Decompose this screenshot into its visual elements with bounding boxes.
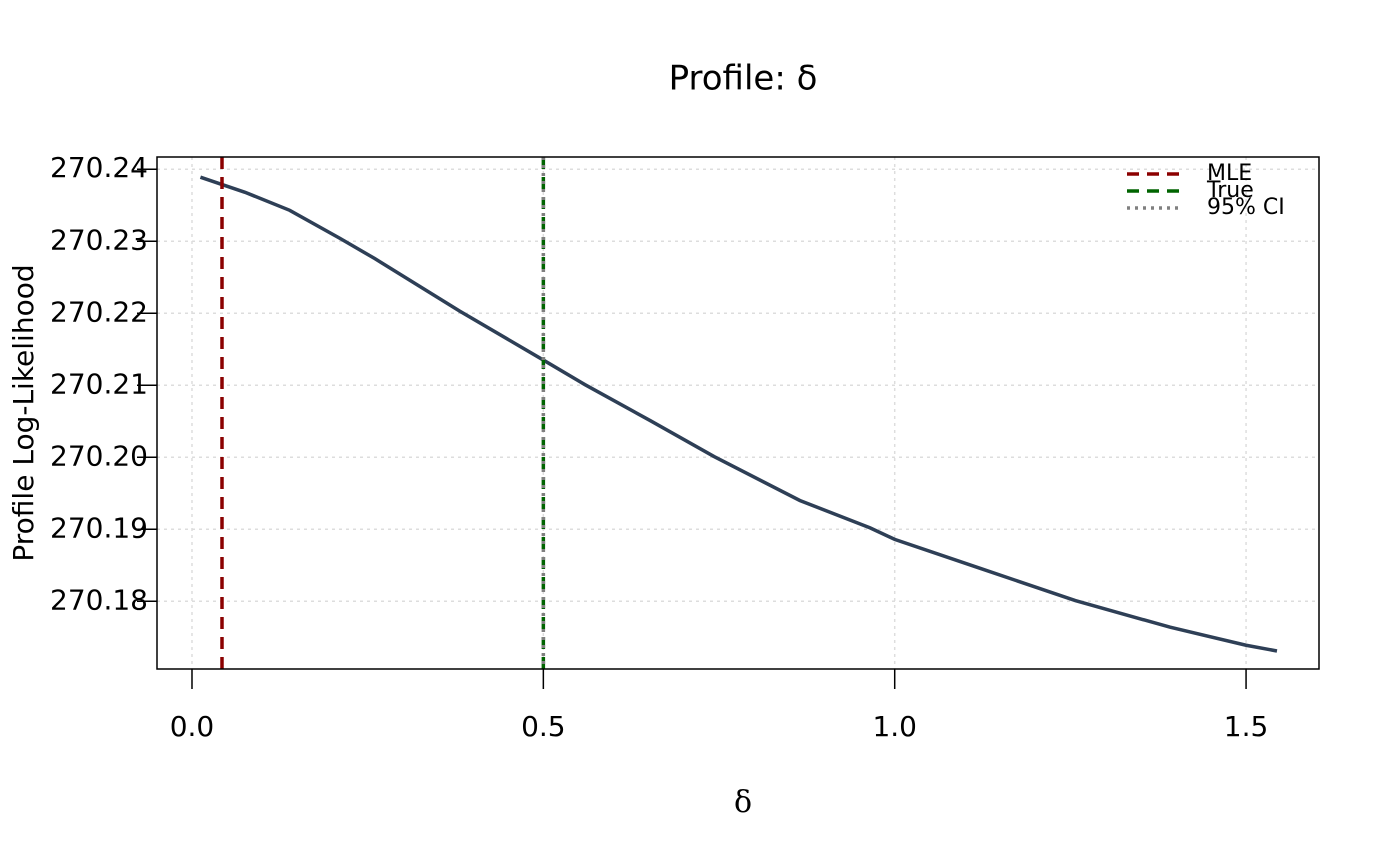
- y-tick-label: 270.19: [50, 511, 148, 544]
- y-tick-label: 270.24: [50, 151, 148, 184]
- plot-frame: [156, 156, 1320, 670]
- legend-label: MLE: [1207, 161, 1252, 186]
- y-tick-label: 270.21: [50, 367, 148, 400]
- profile-line: [199, 175, 1278, 653]
- x-tick-label: 0.5: [521, 710, 566, 743]
- x-tick-label: 1.0: [872, 710, 917, 743]
- legend-label: 95% CI: [1207, 195, 1285, 220]
- x-tick-label: 1.5: [1224, 710, 1269, 743]
- y-tick-label: 270.22: [50, 295, 148, 328]
- x-axis-label: δ: [734, 785, 752, 820]
- legend-label: True: [1206, 178, 1254, 203]
- y-axis-label: Profile Log-Likelihood: [7, 264, 40, 561]
- y-tick-label: 270.20: [50, 439, 148, 472]
- x-tick-label: 0.0: [170, 710, 215, 743]
- y-tick-label: 270.23: [50, 223, 148, 256]
- chart-title: Profile: δ: [669, 59, 818, 99]
- y-tick-label: 270.18: [50, 583, 148, 616]
